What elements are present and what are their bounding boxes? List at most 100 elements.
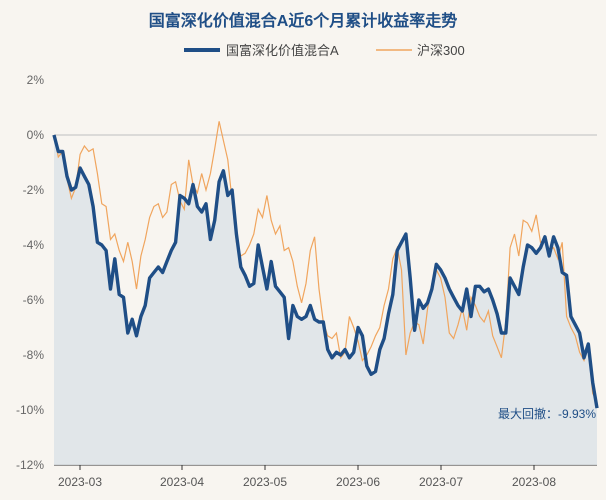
index-data-point <box>235 241 238 244</box>
fund-data-point <box>252 282 255 285</box>
fund-data-point <box>522 266 525 269</box>
x-tick-label: 2023-07 <box>419 475 463 489</box>
fund-data-point <box>161 271 164 274</box>
fund-data-point <box>448 288 451 291</box>
fund-data-point <box>79 167 82 170</box>
index-data-point <box>578 351 581 354</box>
index-data-point <box>109 238 112 241</box>
fund-data-point <box>296 315 299 318</box>
fund-data-point <box>474 285 477 288</box>
index-data-point <box>165 211 168 214</box>
legend-label-fund: 国富深化价值混合A <box>226 43 339 58</box>
index-data-point <box>174 180 177 183</box>
fund-data-point <box>400 241 403 244</box>
index-data-point <box>131 260 134 263</box>
fund-data-point <box>218 180 221 183</box>
fund-data-point <box>305 315 308 318</box>
fund-data-point <box>535 252 538 255</box>
fund-data-point <box>222 169 225 172</box>
fund-series-line <box>52 134 599 409</box>
y-tick-label: 2% <box>27 73 45 87</box>
index-data-point <box>122 260 125 263</box>
fund-data-point <box>348 356 351 359</box>
index-data-point <box>378 326 381 329</box>
index-data-point <box>187 158 190 161</box>
index-data-point <box>231 200 234 203</box>
index-data-point <box>318 288 321 291</box>
legend-label-index: 沪深300 <box>417 43 465 58</box>
index-data-point <box>326 334 329 337</box>
fund-data-point <box>491 299 494 302</box>
fund-data-point <box>461 310 464 313</box>
index-data-point <box>305 282 308 285</box>
index-data-point <box>539 241 542 244</box>
index-data-point <box>239 255 242 258</box>
fund-data-point <box>200 211 203 214</box>
index-data-point <box>118 249 121 252</box>
index-data-point <box>135 288 138 291</box>
index-data-point <box>265 194 268 197</box>
index-data-point <box>96 172 99 175</box>
fund-data-point <box>213 219 216 222</box>
fund-data-point <box>435 263 438 266</box>
fund-data-point <box>413 329 416 332</box>
index-data-point <box>383 304 386 307</box>
index-data-point <box>152 205 155 208</box>
index-data-point <box>53 134 56 137</box>
fund-data-point <box>148 277 151 280</box>
index-data-point <box>87 150 90 153</box>
index-data-point <box>261 216 264 219</box>
fund-data-point <box>422 307 425 310</box>
fund-data-point <box>465 288 468 291</box>
fund-data-point <box>287 337 290 340</box>
fund-data-point <box>196 205 199 208</box>
fund-data-point <box>235 233 238 236</box>
fund-data-point <box>257 244 260 247</box>
index-data-point <box>270 219 273 222</box>
index-data-point <box>300 301 303 304</box>
index-data-point <box>465 329 468 332</box>
index-data-point <box>504 321 507 324</box>
fund-data-point <box>135 334 138 337</box>
fund-data-point <box>370 373 373 376</box>
index-data-point <box>461 307 464 310</box>
index-data-point <box>144 238 147 241</box>
fund-data-point <box>165 260 168 263</box>
index-data-point <box>500 356 503 359</box>
index-data-point <box>244 252 247 255</box>
index-data-point <box>331 337 334 340</box>
fund-data-point <box>152 271 155 274</box>
index-data-point <box>430 282 433 285</box>
index-data-point <box>70 197 73 200</box>
fund-data-point <box>70 189 73 192</box>
fund-data-point <box>291 304 294 307</box>
fund-data-point <box>352 351 355 354</box>
fund-data-point <box>66 175 69 178</box>
fund-data-point <box>248 285 251 288</box>
index-data-point <box>587 345 590 348</box>
fund-data-point <box>548 255 551 258</box>
fund-data-point <box>500 332 503 335</box>
index-data-point <box>357 340 360 343</box>
fund-data-point <box>339 354 342 357</box>
fund-data-point <box>144 304 147 307</box>
fund-data-point <box>439 268 442 271</box>
fund-data-point <box>318 321 321 324</box>
fund-data-point <box>561 271 564 274</box>
index-data-point <box>226 158 229 161</box>
index-data-point <box>400 268 403 271</box>
index-data-point <box>565 315 568 318</box>
index-data-point <box>218 120 221 123</box>
index-data-point <box>309 249 312 252</box>
index-data-point <box>83 145 86 148</box>
fund-data-point <box>170 249 173 252</box>
fund-data-point <box>391 293 394 296</box>
index-data-point <box>396 246 399 249</box>
fund-data-point <box>157 266 160 269</box>
fund-data-point <box>126 332 129 335</box>
fund-data-point <box>300 318 303 321</box>
fund-data-point <box>226 194 229 197</box>
index-data-point <box>352 326 355 329</box>
fund-data-point <box>513 285 516 288</box>
